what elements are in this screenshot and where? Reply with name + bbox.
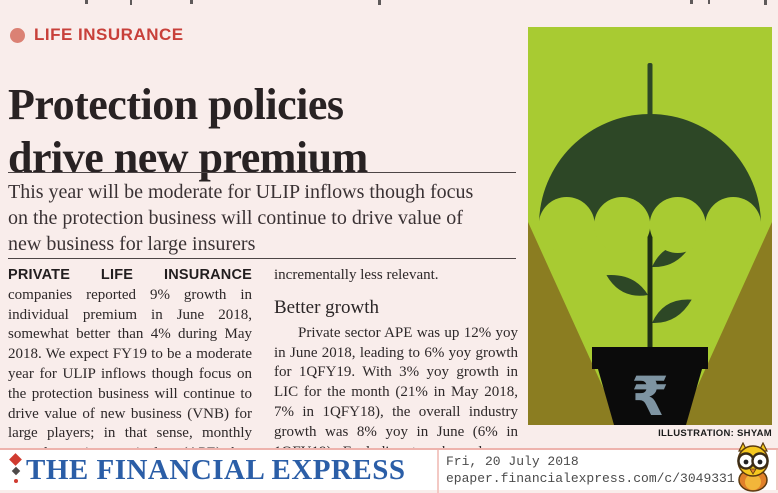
crop-remnant-mark xyxy=(190,0,193,4)
leaf-icon xyxy=(652,299,692,324)
divider-rule-body xyxy=(8,258,516,259)
footer-edge-line xyxy=(776,450,778,490)
section-label: LIFE INSURANCE xyxy=(34,25,184,44)
standfirst-line1: This year will be moderate for ULIP infl… xyxy=(8,181,474,203)
article-standfirst: This year will be moderate for ULIP infl… xyxy=(8,179,520,257)
headline-line2: drive new premium xyxy=(8,133,368,183)
crop-remnant-mark xyxy=(764,0,767,5)
crop-remnant-mark xyxy=(378,0,381,5)
financial-express-logo-icon xyxy=(9,453,23,488)
illustration-credit: ILLUSTRATION: SHYAM xyxy=(658,428,772,439)
shadow-right xyxy=(680,222,772,425)
section-bullet-icon xyxy=(10,27,25,43)
owl-mascot-icon xyxy=(737,442,769,492)
article-subhead: Better growth xyxy=(274,296,380,318)
shadow-left xyxy=(528,222,620,425)
section-kicker: LIFE INSURANCE xyxy=(10,25,184,45)
epaper-meta: Fri, 20 July 2018 epaper.financialexpres… xyxy=(437,450,735,493)
umbrella-plant-illustration: ₹ xyxy=(528,27,772,425)
crop-remnant-mark xyxy=(85,0,88,4)
flower-pot-icon xyxy=(592,347,708,425)
newspaper-masthead: THE FINANCIAL EXPRESS xyxy=(26,454,406,486)
issue-date: Fri, 20 July 2018 xyxy=(446,454,579,469)
logo-diamond-small-icon xyxy=(11,466,21,476)
rupee-symbol: ₹ xyxy=(631,365,669,425)
umbrella-icon xyxy=(538,63,762,253)
leaf-icon xyxy=(606,275,648,296)
logo-dot-icon xyxy=(14,479,18,483)
crop-remnant-mark xyxy=(130,0,132,5)
epaper-url: epaper.financialexpress.com/c/3049331 xyxy=(446,471,735,486)
standfirst-line3: new business for large insurers xyxy=(8,233,256,255)
crop-remnant-mark xyxy=(690,0,693,4)
headline-line1: Protection policies xyxy=(8,80,344,130)
crop-remnant-mark xyxy=(708,0,710,4)
divider-rule-top xyxy=(8,172,516,173)
standfirst-line2: on the protection business will continue… xyxy=(8,207,463,229)
paragraph-lead-in: PRIVATE LIFE INSURANCE xyxy=(8,267,252,283)
logo-diamond-icon xyxy=(9,453,22,466)
article-headline: Protection policies drive new premium xyxy=(8,79,524,185)
epaper-footer-bar: THE FINANCIAL EXPRESS Fri, 20 July 2018 … xyxy=(0,442,778,493)
paragraph-1-continuation: incrementally less relevant. xyxy=(274,267,439,283)
plant-stem xyxy=(647,207,653,357)
